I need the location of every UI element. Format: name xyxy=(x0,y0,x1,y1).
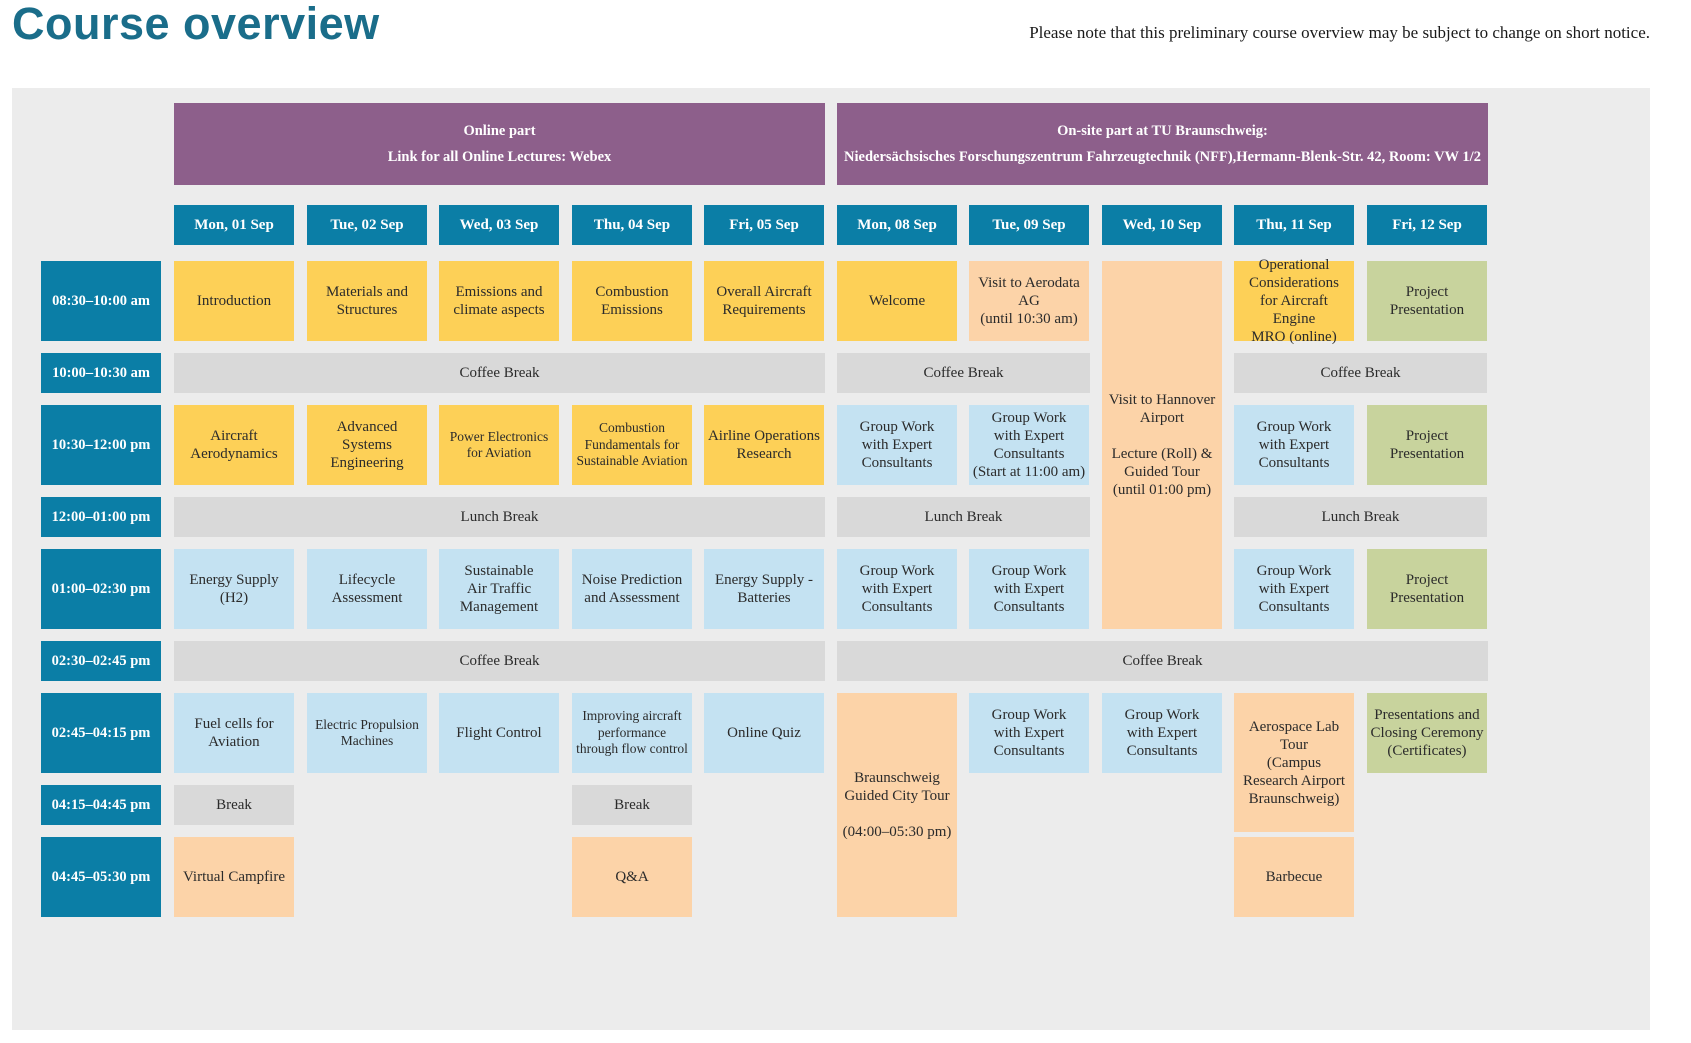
time-label: 01:00–02:30 pm xyxy=(41,549,161,629)
session-block: Lifecycle Assessment xyxy=(307,549,427,629)
break-bar: Coffee Break xyxy=(174,353,825,393)
session-block: Combustion Emissions xyxy=(572,261,692,341)
session-block: Sustainable Air Traffic Management xyxy=(439,549,559,629)
session-block: Group Work with Expert Consultants (Star… xyxy=(969,405,1089,485)
day-header: Thu, 04 Sep xyxy=(572,205,692,245)
session-block: Electric Propulsion Machines xyxy=(307,693,427,773)
online-part-header: Online part Link for all Online Lectures… xyxy=(174,103,825,185)
break-bar: Coffee Break xyxy=(174,641,825,681)
session-block: Energy Supply - Batteries xyxy=(704,549,824,629)
time-label: 02:45–04:15 pm xyxy=(41,693,161,773)
time-label: 08:30–10:00 am xyxy=(41,261,161,341)
session-block: Aircraft Aerodynamics xyxy=(174,405,294,485)
day-header: Wed, 03 Sep xyxy=(439,205,559,245)
session-block: Group Work with Expert Consultants xyxy=(1234,549,1354,629)
time-label: 02:30–02:45 pm xyxy=(41,641,161,681)
time-label: 10:30–12:00 pm xyxy=(41,405,161,485)
break-bar: Lunch Break xyxy=(837,497,1090,537)
session-block: Group Work with Expert Consultants xyxy=(969,549,1089,629)
schedule-board: Online part Link for all Online Lectures… xyxy=(12,88,1650,1030)
session-block: Flight Control xyxy=(439,693,559,773)
session-block: Noise Prediction and Assessment xyxy=(572,549,692,629)
onsite-part-location: Niedersächsisches Forschungszentrum Fahr… xyxy=(844,149,1481,165)
online-part-link: Link for all Online Lectures: Webex xyxy=(387,149,612,165)
onsite-part-title: On-site part at TU Braunschweig: xyxy=(1057,123,1268,139)
time-label: 12:00–01:00 pm xyxy=(41,497,161,537)
break-bar: Coffee Break xyxy=(837,641,1488,681)
session-block: Advanced Systems Engineering xyxy=(307,405,427,485)
day-header: Fri, 12 Sep xyxy=(1367,205,1487,245)
day-header: Mon, 08 Sep xyxy=(837,205,957,245)
session-block: Aerospace Lab Tour (Campus Research Airp… xyxy=(1234,693,1354,832)
time-label: 10:00–10:30 am xyxy=(41,353,161,393)
break-bar: Break xyxy=(572,785,692,825)
day-header: Fri, 05 Sep xyxy=(704,205,824,245)
session-block: Fuel cells for Aviation xyxy=(174,693,294,773)
day-header: Tue, 02 Sep xyxy=(307,205,427,245)
session-block: Power Electronics for Aviation xyxy=(439,405,559,485)
session-block: Project Presentation xyxy=(1367,261,1487,341)
session-block: Combustion Fundamentals for Sustainable … xyxy=(572,405,692,485)
time-label: 04:15–04:45 pm xyxy=(41,785,161,825)
break-bar: Coffee Break xyxy=(1234,353,1487,393)
session-block: Online Quiz xyxy=(704,693,824,773)
break-bar: Break xyxy=(174,785,294,825)
session-block: Group Work with Expert Consultants xyxy=(1234,405,1354,485)
day-header: Wed, 10 Sep xyxy=(1102,205,1222,245)
session-block: Presentations and Closing Ceremony (Cert… xyxy=(1367,693,1487,773)
session-block: Operational Considerations for Aircraft … xyxy=(1234,257,1354,345)
session-block: Braunschweig Guided City Tour (04:00–05:… xyxy=(837,693,957,917)
session-block: Visit to Aerodata AG (until 10:30 am) xyxy=(969,261,1089,341)
session-block: Barbecue xyxy=(1234,837,1354,917)
break-bar: Lunch Break xyxy=(174,497,825,537)
session-block: Improving aircraft performance through f… xyxy=(572,693,692,773)
disclaimer-note: Please note that this preliminary course… xyxy=(1029,23,1650,42)
day-header: Mon, 01 Sep xyxy=(174,205,294,245)
day-header: Thu, 11 Sep xyxy=(1234,205,1354,245)
session-block: Virtual Campfire xyxy=(174,837,294,917)
session-block: Project Presentation xyxy=(1367,549,1487,629)
day-header: Tue, 09 Sep xyxy=(969,205,1089,245)
session-block: Materials and Structures xyxy=(307,261,427,341)
session-block: Energy Supply (H2) xyxy=(174,549,294,629)
session-block: Project Presentation xyxy=(1367,405,1487,485)
online-part-title: Online part xyxy=(463,123,536,139)
session-block: Group Work with Expert Consultants xyxy=(969,693,1089,773)
break-bar: Lunch Break xyxy=(1234,497,1487,537)
break-bar: Coffee Break xyxy=(837,353,1090,393)
session-block: Airline Operations Research xyxy=(704,405,824,485)
session-block: Welcome xyxy=(837,261,957,341)
session-block: Visit to Hannover Airport Lecture (Roll)… xyxy=(1102,261,1222,629)
onsite-part-header: On-site part at TU Braunschweig: Nieders… xyxy=(837,103,1488,185)
session-block: Group Work with Expert Consultants xyxy=(1102,693,1222,773)
time-label: 04:45–05:30 pm xyxy=(41,837,161,917)
session-block: Overall Aircraft Requirements xyxy=(704,261,824,341)
session-block: Group Work with Expert Consultants xyxy=(837,405,957,485)
session-block: Emissions and climate aspects xyxy=(439,261,559,341)
session-block: Group Work with Expert Consultants xyxy=(837,549,957,629)
session-block: Introduction xyxy=(174,261,294,341)
page-title: Course overview xyxy=(12,0,380,49)
session-block: Q&A xyxy=(572,837,692,917)
